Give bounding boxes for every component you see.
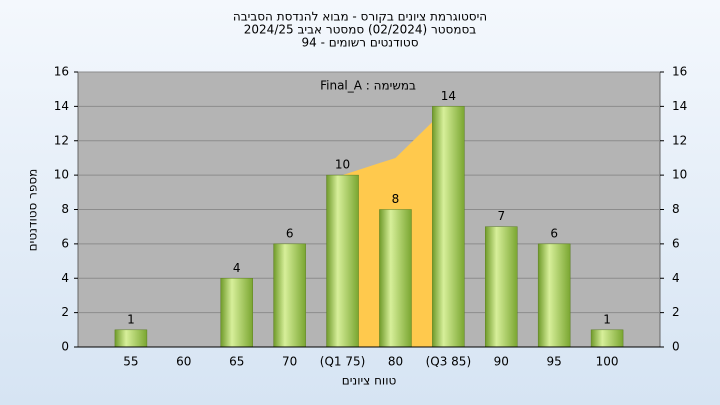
x-axis-label: טווח ציונים	[342, 374, 397, 388]
y-tick-label: 16	[54, 65, 69, 79]
x-tick-label: 70	[282, 355, 297, 369]
y-tick-label: 12	[54, 133, 69, 147]
x-tick-label: 55	[123, 355, 138, 369]
bar	[326, 174, 359, 348]
y2-tick-label: 16	[672, 65, 687, 79]
x-tick-label: 95	[547, 355, 562, 369]
bar	[485, 226, 518, 348]
bar	[273, 243, 306, 348]
bar	[379, 209, 412, 348]
x-tick-label: 90	[494, 355, 509, 369]
y2-tick-label: 14	[672, 99, 687, 113]
chart-subtitle: סטודנטים רשומים - 94	[301, 36, 418, 50]
y-axis-label: מספר סטודנטים	[26, 169, 40, 252]
y2-tick-label: 8	[672, 202, 680, 216]
y-tick-label: 14	[54, 99, 69, 113]
data-label: 8	[392, 192, 400, 206]
y-tick-label: 10	[54, 168, 69, 182]
data-label: 6	[550, 226, 558, 240]
bar	[590, 329, 624, 348]
x-tick-label: 60	[176, 355, 191, 369]
chart-subtitle: בסמסטר (02/2024) סמסטר אביב 2024/25	[244, 23, 476, 37]
y2-tick-label: 6	[672, 236, 680, 250]
bar	[537, 243, 571, 348]
x-tick-label: (Q3 85)	[426, 355, 472, 369]
y-tick-label: 4	[61, 271, 69, 285]
data-label: 7	[497, 209, 505, 223]
y-tick-label: 2	[61, 305, 69, 319]
y2-tick-label: 12	[672, 133, 687, 147]
y-tick-label: 0	[61, 340, 69, 354]
x-tick-label: 80	[388, 355, 403, 369]
y-tick-label: 6	[61, 236, 69, 250]
y2-tick-label: 2	[672, 305, 680, 319]
chart-title: היסטוגרמת ציונים בקורס - מבוא להנדסת הסב…	[233, 10, 487, 24]
data-label: 6	[286, 226, 294, 240]
data-label: 4	[233, 261, 241, 275]
bar	[432, 106, 465, 348]
x-tick-label: 65	[229, 355, 244, 369]
x-tick-label: 100	[596, 355, 619, 369]
y-tick-label: 8	[61, 202, 69, 216]
annotation: במשימה : Final_A	[320, 79, 416, 93]
x-tick-label: (Q1 75)	[320, 355, 366, 369]
data-label: 10	[335, 158, 350, 172]
y2-tick-label: 10	[672, 168, 687, 182]
y2-tick-label: 0	[672, 340, 680, 354]
bar	[114, 329, 148, 348]
y2-tick-label: 4	[672, 271, 680, 285]
data-label: 1	[603, 312, 611, 326]
bar	[220, 278, 253, 348]
data-label: 1	[127, 312, 135, 326]
data-label: 14	[441, 89, 456, 103]
